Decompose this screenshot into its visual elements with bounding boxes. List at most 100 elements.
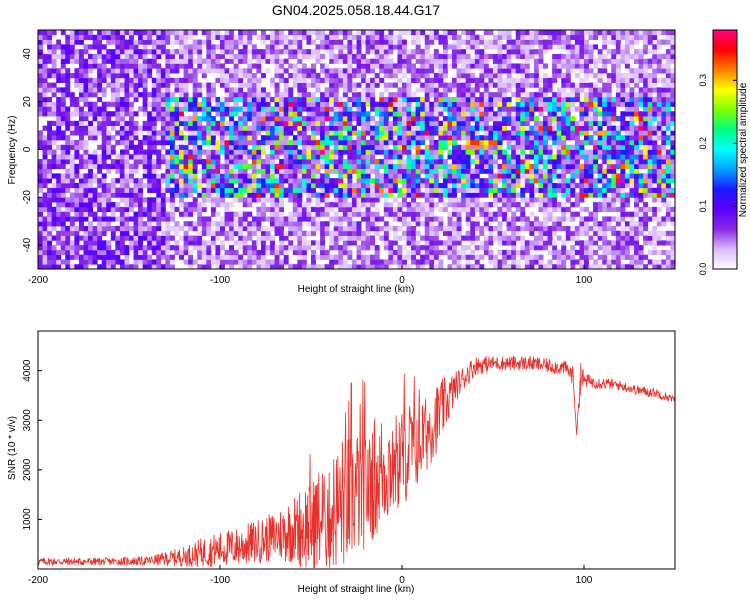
heatmap-cell [161, 145, 166, 150]
heatmap-cell [297, 97, 302, 102]
heatmap-cell [61, 150, 66, 155]
heatmap-cell [584, 259, 589, 264]
heatmap-cell [502, 255, 507, 260]
heatmap-cell [552, 97, 557, 102]
heatmap-cell [270, 126, 275, 131]
heatmap-cell [407, 30, 412, 35]
heatmap-cell [179, 59, 184, 64]
heatmap-cell [279, 173, 284, 178]
heatmap-cell [225, 130, 230, 135]
heatmap-cell [416, 212, 421, 217]
heatmap-cell [70, 92, 75, 97]
heatmap-cell [366, 159, 371, 164]
heatmap-cell [234, 154, 239, 159]
heatmap-cell [306, 135, 311, 140]
heatmap-cell [129, 164, 134, 169]
heatmap-cell [352, 202, 357, 207]
heatmap-cell [115, 40, 120, 45]
heatmap-cell [252, 221, 257, 226]
heatmap-cell [579, 226, 584, 231]
heatmap-cell [461, 54, 466, 59]
heatmap-cell [147, 188, 152, 193]
heatmap-cell [552, 231, 557, 236]
heatmap-cell [120, 44, 125, 49]
heatmap-cell [225, 188, 230, 193]
heatmap-cell [429, 250, 434, 255]
heatmap-cell [438, 173, 443, 178]
heatmap-cell [106, 164, 111, 169]
heatmap-cell [170, 255, 175, 260]
heatmap-cell [393, 183, 398, 188]
heatmap-cell [357, 73, 362, 78]
heatmap-cell [256, 164, 261, 169]
heatmap-cell [475, 140, 480, 145]
heatmap-cell [379, 97, 384, 102]
heatmap-cell [475, 126, 480, 131]
heatmap-cell [334, 106, 339, 111]
heatmap-cell [256, 83, 261, 88]
heatmap-cell [320, 35, 325, 40]
heatmap-cell [134, 83, 139, 88]
heatmap-cell [461, 126, 466, 131]
heatmap-cell [111, 78, 116, 83]
heatmap-cell [102, 106, 107, 111]
heatmap-cell [370, 216, 375, 221]
heatmap-cell [243, 92, 248, 97]
heatmap-cell [165, 178, 170, 183]
heatmap-cell [266, 154, 271, 159]
heatmap-cell [234, 231, 239, 236]
heatmap-cell [161, 30, 166, 35]
heatmap-cell [311, 106, 316, 111]
heatmap-cell [215, 226, 220, 231]
heatmap-cell [443, 30, 448, 35]
heatmap-cell [129, 169, 134, 174]
heatmap-cell [188, 135, 193, 140]
heatmap-cell [261, 164, 266, 169]
heatmap-cell [498, 30, 503, 35]
heatmap-cell [302, 87, 307, 92]
heatmap-cell [161, 102, 166, 107]
heatmap-cell [65, 240, 70, 245]
heatmap-cell [197, 87, 202, 92]
heatmap-cell [388, 83, 393, 88]
heatmap-cell [511, 197, 516, 202]
heatmap-cell [534, 169, 539, 174]
heatmap-cell [206, 63, 211, 68]
heatmap-cell [138, 250, 143, 255]
heatmap-cell [275, 49, 280, 54]
heatmap-cell [320, 68, 325, 73]
heatmap-cell [452, 207, 457, 212]
heatmap-cell [507, 87, 512, 92]
heatmap-cell [261, 92, 266, 97]
heatmap-cell [579, 54, 584, 59]
heatmap-cell [138, 197, 143, 202]
heatmap-cell [65, 245, 70, 250]
heatmap-cell [93, 92, 98, 97]
heatmap-cell [211, 83, 216, 88]
heatmap-cell [61, 92, 66, 97]
heatmap-cell [134, 73, 139, 78]
heatmap-cell [79, 226, 84, 231]
heatmap-cell [56, 121, 61, 126]
heatmap-cell [457, 221, 462, 226]
heatmap-cell [511, 40, 516, 45]
heatmap-cell [393, 126, 398, 131]
heatmap-cell [120, 150, 125, 155]
heatmap-cell [507, 226, 512, 231]
heatmap-cell [170, 169, 175, 174]
heatmap-cell [93, 245, 98, 250]
heatmap-cell [56, 173, 61, 178]
heatmap-cell [97, 40, 102, 45]
heatmap-cell [84, 154, 89, 159]
heatmap-cell [147, 145, 152, 150]
heatmap-cell [411, 140, 416, 145]
heatmap-cell [461, 111, 466, 116]
heatmap-cell [225, 178, 230, 183]
heatmap-cell [397, 102, 402, 107]
heatmap-cell [275, 250, 280, 255]
heatmap-cell [270, 226, 275, 231]
heatmap-cell [457, 87, 462, 92]
heatmap-cell [293, 126, 298, 131]
heatmap-cell [266, 183, 271, 188]
heatmap-cell [120, 193, 125, 198]
